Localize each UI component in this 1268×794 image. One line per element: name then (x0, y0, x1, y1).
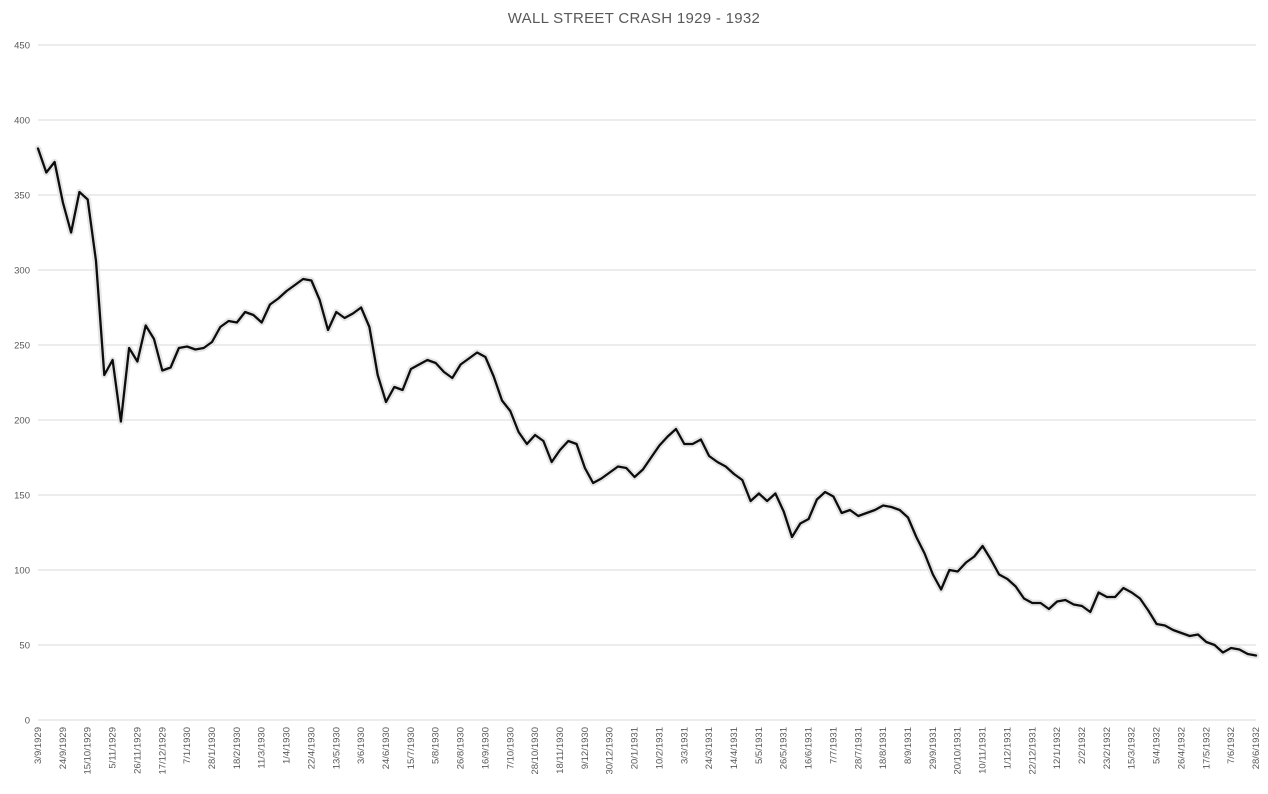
x-axis-tick-label: 2/2/1932 (1077, 727, 1088, 764)
x-axis-tick-label: 5/5/1931 (754, 727, 765, 764)
x-axis-tick-label: 17/12/1929 (157, 727, 168, 775)
x-axis-tick-label: 13/5/1930 (331, 727, 342, 769)
x-axis-tick-label: 15/7/1930 (406, 727, 417, 769)
x-axis-tick-label: 15/3/1932 (1127, 727, 1138, 769)
x-axis-tick-label: 18/8/1931 (878, 727, 889, 769)
x-axis-tick-label: 29/9/1931 (928, 727, 939, 769)
x-axis-tick-label: 7/1/1930 (182, 727, 193, 764)
x-axis-tick-label: 14/4/1931 (729, 727, 740, 769)
x-axis-tick-label: 26/11/1929 (132, 727, 143, 774)
x-axis-tick-label: 17/5/1932 (1201, 727, 1212, 769)
y-axis-tick-label: 450 (14, 41, 30, 52)
y-axis-tick-label: 150 (14, 491, 30, 502)
x-axis-tick-label: 16/9/1930 (480, 727, 491, 769)
x-axis-tick-label: 22/4/1930 (306, 727, 317, 769)
series-line-glow (34, 145, 1260, 659)
x-axis-tick-label: 18/11/1930 (555, 727, 566, 774)
x-axis-tick-label: 5/4/1932 (1152, 727, 1163, 764)
x-axis-tick-label: 20/10/1931 (953, 727, 964, 775)
x-axis-tick-label: 7/10/1930 (505, 727, 516, 769)
x-axis-tick-label: 28/6/1932 (1251, 727, 1262, 769)
x-axis-tick-label: 24/6/1930 (381, 727, 392, 769)
x-axis-tick-label: 26/8/1930 (456, 727, 467, 769)
x-axis-tick-label: 26/4/1932 (1176, 727, 1187, 769)
x-axis-tick-label: 8/9/1931 (903, 727, 914, 764)
x-axis-tick-label: 11/3/1930 (257, 727, 268, 769)
x-axis-tick-label: 1/12/1931 (1002, 727, 1013, 769)
x-axis-tick-label: 3/9/1929 (33, 727, 44, 764)
x-axis-tick-label: 5/8/1930 (431, 727, 442, 764)
y-axis-tick-label: 250 (14, 341, 30, 352)
x-axis-tick-label: 3/3/1931 (679, 727, 690, 764)
x-axis-tick-label: 10/2/1931 (654, 727, 665, 769)
x-axis-tick-label: 15/10/1929 (83, 727, 94, 775)
x-axis-tick-label: 7/6/1932 (1226, 727, 1237, 764)
x-axis-tick-label: 24/3/1931 (704, 727, 715, 769)
y-axis-tick-label: 100 (14, 566, 30, 577)
x-axis-tick-label: 9/12/1930 (580, 727, 591, 769)
chart-title: WALL STREET CRASH 1929 - 1932 (507, 10, 761, 27)
y-axis-tick-label: 300 (14, 266, 30, 277)
x-axis-tick-label: 3/6/1930 (356, 727, 367, 764)
y-axis-tick-label: 50 (19, 641, 30, 652)
x-axis-tick-label: 28/10/1930 (530, 727, 541, 775)
x-axis-tick-label: 1/4/1930 (282, 727, 293, 764)
y-axis-tick-label: 200 (14, 416, 30, 427)
x-axis-tick-label: 23/2/1932 (1102, 727, 1113, 769)
series-line (36, 147, 1258, 657)
x-axis-tick-label: 16/6/1931 (804, 727, 815, 769)
x-axis-tick-label: 7/7/1931 (828, 727, 839, 764)
x-axis-tick-label: 28/1/1930 (207, 727, 218, 769)
x-axis-tick-label: 30/12/1930 (605, 727, 616, 775)
y-axis-tick-label: 0 (25, 716, 30, 727)
x-axis-tick-label: 24/9/1929 (58, 727, 69, 769)
y-axis-tick-label: 350 (14, 191, 30, 202)
x-axis-tick-label: 18/2/1930 (232, 727, 243, 769)
x-axis-tick-label: 5/11/1929 (108, 727, 119, 769)
x-axis-tick-label: 26/5/1931 (779, 727, 790, 769)
y-axis-tick-label: 400 (14, 116, 30, 127)
x-axis-tick-label: 10/11/1931 (978, 727, 989, 774)
x-axis-tick-label: 20/1/1931 (630, 727, 641, 769)
x-axis-tick-label: 12/1/1932 (1052, 727, 1063, 769)
x-axis-tick-label: 28/7/1931 (853, 727, 864, 769)
x-axis-tick-label: 22/12/1931 (1027, 727, 1038, 775)
